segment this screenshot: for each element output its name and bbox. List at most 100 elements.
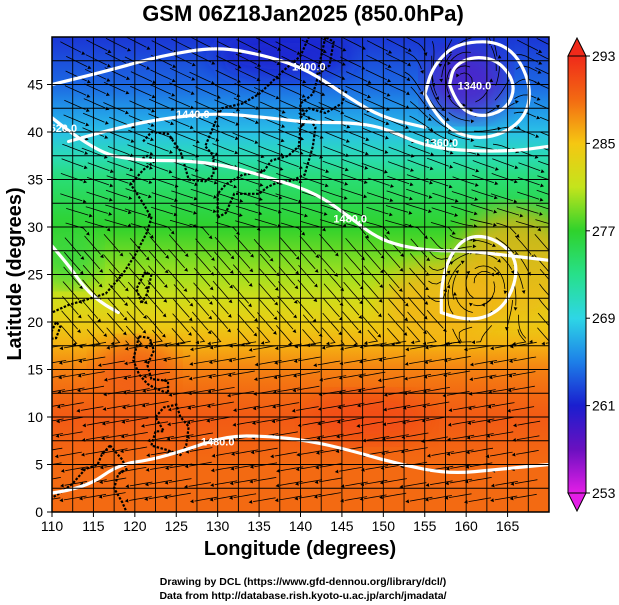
credit-drawing: Drawing by DCL (https://www.gfd-dennou.o… (160, 576, 446, 588)
wind-arrowhead (410, 168, 414, 172)
wind-arrowhead (490, 346, 494, 351)
wind-arrowhead (36, 436, 40, 440)
wind-arrowhead (255, 120, 259, 124)
wind-streamline (60, 325, 78, 345)
wind-arrowhead (109, 183, 114, 188)
wind-streamline (191, 403, 215, 408)
wind-streamline (513, 127, 536, 136)
wind-arrowhead (493, 209, 498, 214)
wind-streamline (52, 403, 65, 407)
wind-streamline (236, 39, 258, 51)
wind-streamline (87, 314, 105, 334)
wind-streamline (169, 67, 192, 79)
wind-streamline (259, 253, 277, 273)
wind-arrowhead (559, 196, 563, 200)
wind-arrowhead (447, 94, 451, 99)
colorbar-max-arrow (567, 36, 587, 57)
wind-streamline (171, 38, 193, 50)
wind-streamline (60, 41, 82, 53)
wind-arrowhead (338, 331, 342, 336)
wind-arrowhead (499, 33, 503, 37)
wind-streamline (364, 494, 387, 500)
wind-arrowhead (99, 465, 104, 470)
wind-streamline (342, 144, 365, 154)
wind-arrowhead (183, 288, 188, 292)
wind-arrowhead (406, 77, 411, 82)
wind-streamline (104, 219, 127, 227)
wind-streamline (254, 66, 276, 78)
wind-arrowhead (231, 452, 235, 456)
wind-arrowhead (454, 213, 459, 217)
wind-streamline (299, 98, 321, 109)
wind-arrowhead (58, 375, 62, 380)
wind-arrowhead (425, 483, 430, 487)
wind-streamline (345, 237, 362, 257)
wind-arrowhead (104, 135, 109, 139)
wind-arrowhead (409, 182, 414, 187)
wind-arrowhead (387, 78, 392, 83)
wind-arrowhead (280, 138, 285, 143)
wind-streamline (235, 449, 259, 455)
wind-streamline (146, 315, 163, 335)
x-tick-label: 140 (289, 518, 313, 534)
wind-streamline (429, 99, 447, 119)
wind-arrowhead (232, 422, 237, 427)
wind-arrowhead (519, 213, 524, 218)
wind-arrowhead (249, 268, 254, 273)
wind-streamline (169, 219, 193, 227)
wind-streamline (430, 222, 453, 232)
colorbar-min-arrow (567, 492, 587, 513)
wind-streamline (171, 419, 195, 425)
wind-arrowhead (550, 253, 554, 257)
wind-arrowhead (260, 341, 265, 345)
wind-streamline (430, 84, 443, 108)
wind-arrowhead (293, 359, 298, 363)
wind-arrowhead (189, 302, 194, 307)
wind-arrowhead (509, 496, 514, 501)
wind-streamline (539, 131, 549, 137)
wind-arrowhead (486, 434, 490, 438)
wind-streamline (512, 385, 535, 391)
wind-streamline (490, 431, 514, 437)
wind-streamline (256, 418, 280, 424)
wind-streamline (259, 101, 282, 112)
wind-streamline (150, 465, 173, 470)
wind-arrowhead (141, 403, 146, 408)
wind-streamline (108, 131, 131, 141)
wind-arrowhead (206, 418, 210, 423)
wind-streamline (65, 222, 87, 233)
wind-arrowhead (124, 361, 128, 366)
wind-arrowhead (167, 407, 172, 412)
wind-streamline (125, 37, 147, 48)
colorbar-label: 285 (592, 135, 616, 151)
wind-streamline (363, 265, 381, 285)
wind-streamline (238, 147, 261, 157)
contour-label-3: 1360.0 (424, 137, 458, 149)
wind-streamline (387, 405, 411, 410)
wind-arrowhead (301, 94, 306, 98)
wind-arrowhead (279, 167, 284, 171)
wind-arrowhead (490, 483, 495, 488)
wind-arrowhead (507, 388, 512, 393)
wind-arrowhead (555, 303, 559, 307)
wind-arrowhead (191, 77, 196, 81)
wind-arrowhead (106, 227, 111, 232)
wind-streamline (323, 298, 340, 318)
wind-arrowhead (188, 376, 193, 381)
wind-streamline (280, 222, 303, 233)
wind-streamline (318, 102, 341, 113)
wind-streamline (514, 479, 538, 484)
wind-arrowhead (127, 223, 132, 228)
wind-streamline (296, 299, 314, 319)
wind-arrowhead (448, 184, 453, 189)
wind-streamline (514, 493, 537, 499)
wind-arrowhead (336, 420, 341, 424)
wind-arrowhead (213, 195, 218, 199)
wind-arrowhead (259, 197, 263, 201)
wind-streamline (407, 159, 430, 169)
wind-streamline (211, 157, 234, 167)
wind-streamline (192, 144, 215, 154)
wind-streamline (213, 357, 236, 363)
wind-arrowhead (172, 64, 177, 68)
wind-streamline (386, 328, 401, 345)
